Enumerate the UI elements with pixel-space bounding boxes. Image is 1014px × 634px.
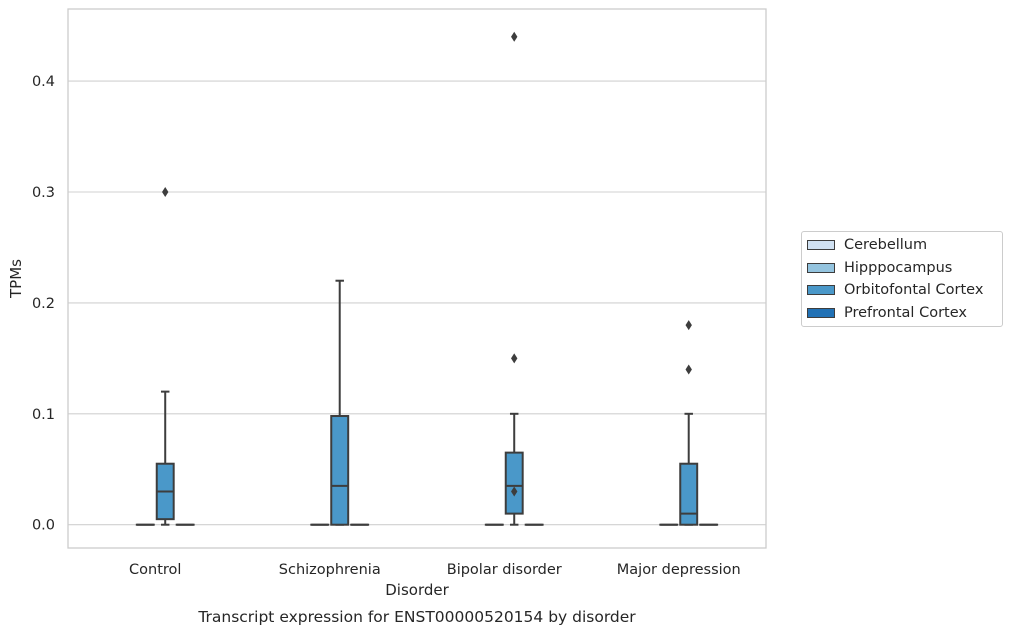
box-orbitofontal-cortex: [504, 31, 524, 526]
x-tick-label: Schizophrenia: [279, 562, 381, 578]
outlier-marker: [511, 353, 518, 364]
y-tick-label: 0.4: [32, 74, 55, 90]
y-axis-label: TPMs: [7, 259, 25, 299]
outlier-marker: [685, 320, 692, 331]
x-axis-label: Disorder: [385, 581, 449, 599]
legend-swatch: [807, 285, 835, 295]
legend-label: Orbitofontal Cortex: [844, 282, 984, 298]
box-body: [330, 415, 350, 526]
outlier-marker: [511, 486, 518, 497]
outlier-marker: [685, 364, 692, 375]
legend-swatch: [807, 307, 835, 318]
y-tick-label: 0.1: [32, 407, 55, 423]
x-tick-label: Control: [129, 562, 181, 578]
legend-item: Hipppocampus: [807, 259, 952, 277]
box-orbitofontal-cortex: [330, 279, 350, 526]
y-tick-labels: 0.0 0.1 0.2 0.3 0.4: [32, 74, 55, 534]
legend-item: Orbitofontal Cortex: [807, 281, 983, 299]
legend-item: Prefrontal Cortex: [807, 304, 967, 322]
box-marks: [135, 31, 719, 526]
legend-swatch: [807, 262, 835, 273]
plot-frame: [67, 8, 767, 549]
legend-label: Prefrontal Cortex: [844, 304, 967, 321]
box-orbitofontal-cortex: [679, 320, 699, 526]
outlier-marker: [511, 31, 518, 42]
outlier-marker: [162, 186, 169, 197]
box-body: [679, 462, 699, 526]
legend-item: Cerebellum: [807, 236, 927, 254]
x-tick-labels: Control Schizophrenia Bipolar disorder Majo…: [129, 562, 741, 578]
x-tick-label: Bipolar disorder: [447, 562, 562, 578]
y-tick-label: 0.0: [32, 518, 55, 534]
x-tick-label: Major depression: [617, 562, 741, 578]
legend-swatch: [807, 240, 835, 250]
box-body: [504, 451, 524, 515]
box-orbitofontal-cortex: [155, 186, 175, 526]
legend-label: Cerebellum: [844, 237, 928, 253]
legend: Cerebellum Hipppocampus Orbitofontal Corte…: [801, 231, 1003, 327]
y-tick-label: 0.3: [32, 185, 55, 201]
chart-caption: Transcript expression for ENST0000052015…: [197, 608, 636, 626]
legend-label: Hipppocampus: [844, 259, 953, 276]
y-tick-label: 0.2: [32, 296, 55, 312]
plot-background: [68, 9, 766, 548]
